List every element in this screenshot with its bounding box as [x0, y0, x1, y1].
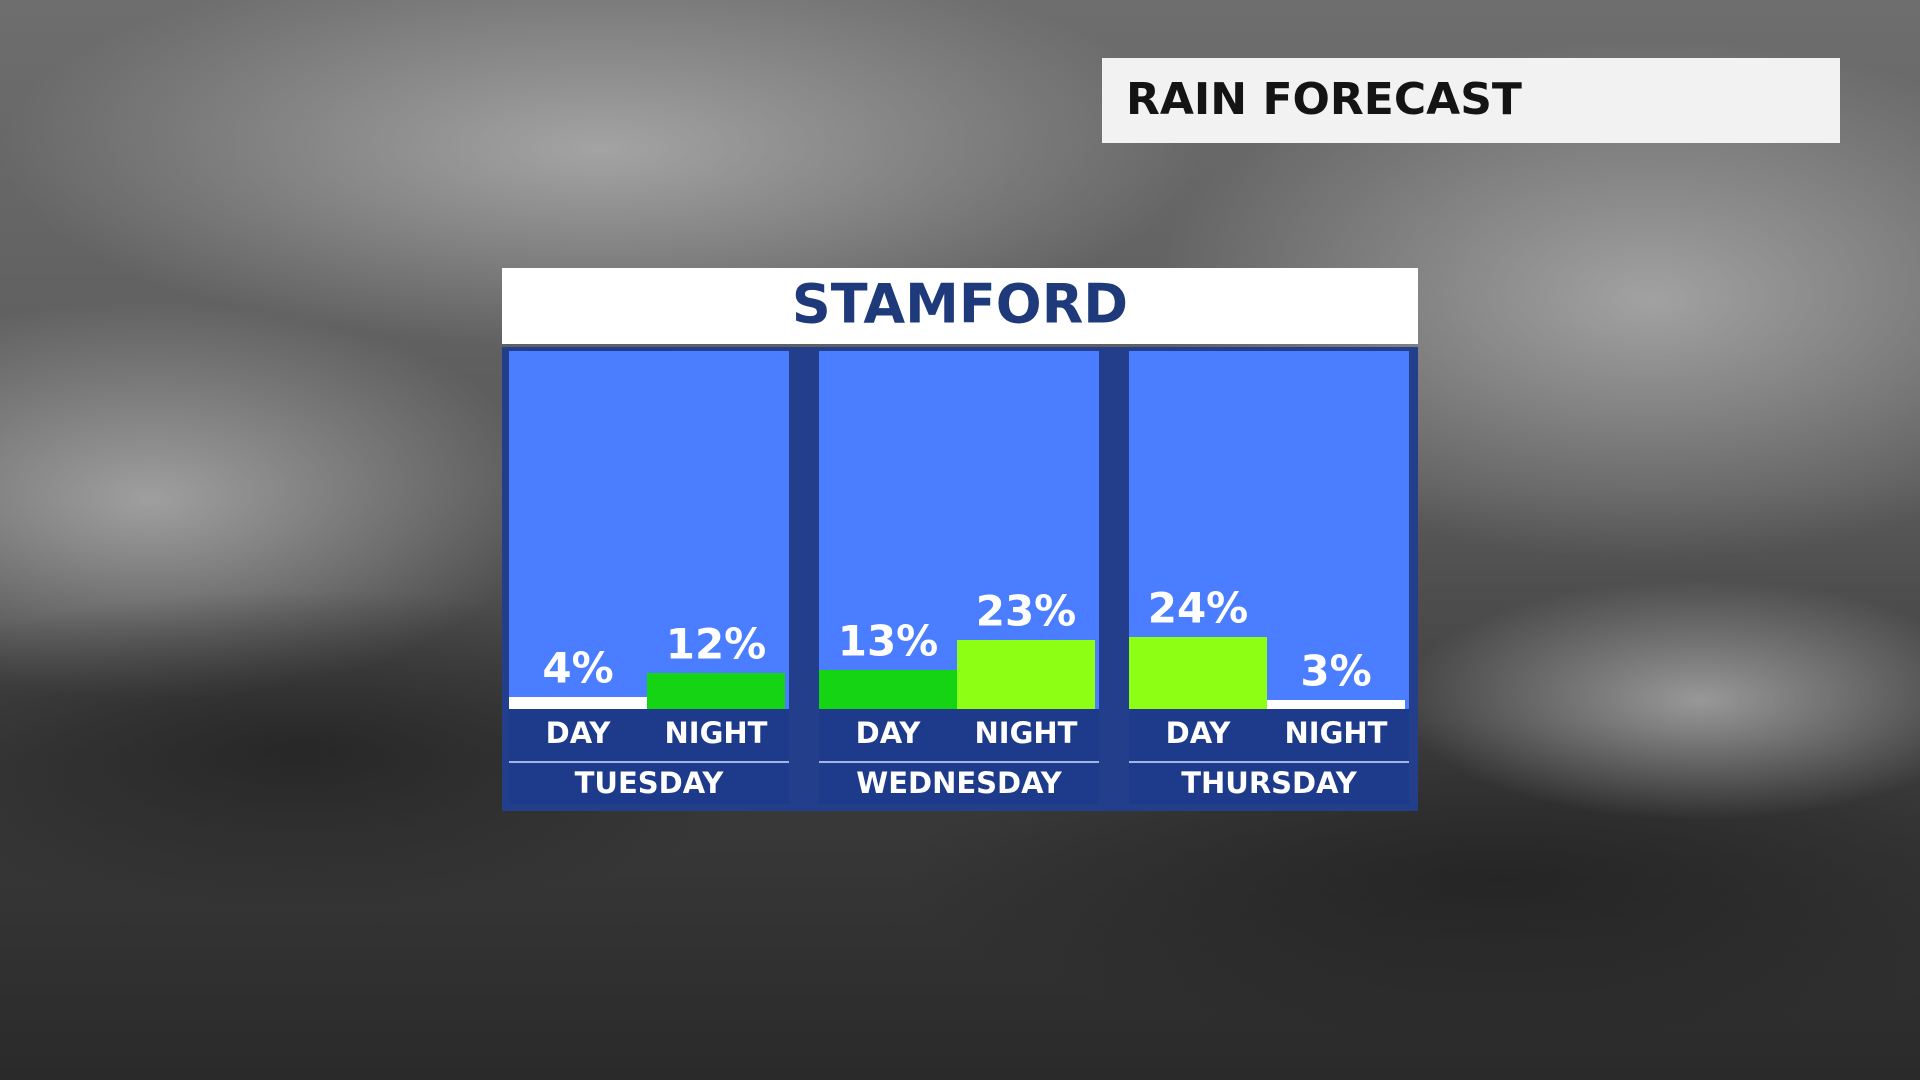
day-label: TUESDAY [575, 766, 725, 800]
day-row [819, 764, 1099, 804]
subtitle-box [502, 268, 1418, 344]
title-box [1102, 58, 1840, 143]
bar [509, 697, 647, 709]
cloud [1400, 580, 1920, 820]
value-label: 24% [1148, 584, 1249, 633]
day-row [1129, 764, 1409, 804]
x-tick-label: NIGHT [665, 716, 768, 750]
day-label: WEDNESDAY [856, 766, 1063, 800]
x-tick-label: DAY [546, 716, 612, 750]
label-row [1129, 709, 1409, 762]
x-tick-label: NIGHT [1285, 716, 1388, 750]
label-row [819, 709, 1099, 762]
panel [509, 351, 789, 709]
x-tick-label: NIGHT [975, 716, 1078, 750]
bar [1129, 637, 1267, 709]
label-row [509, 709, 789, 762]
value-label: 4% [542, 644, 613, 693]
value-label: 3% [1300, 647, 1371, 696]
value-label: 13% [838, 617, 939, 666]
day-row [509, 764, 789, 804]
bar [819, 670, 957, 709]
x-tick-label: DAY [1166, 716, 1232, 750]
value-label: 23% [976, 587, 1077, 636]
x-tick-label: DAY [856, 716, 922, 750]
day-label: THURSDAY [1181, 766, 1358, 800]
cloud [0, 0, 1200, 350]
value-label: 12% [666, 620, 767, 669]
bar [957, 640, 1095, 709]
bar [647, 673, 785, 709]
chart-title: RAIN FORECAST [1126, 74, 1522, 125]
chart-subtitle: STAMFORD [792, 273, 1128, 336]
bar [1267, 700, 1405, 709]
